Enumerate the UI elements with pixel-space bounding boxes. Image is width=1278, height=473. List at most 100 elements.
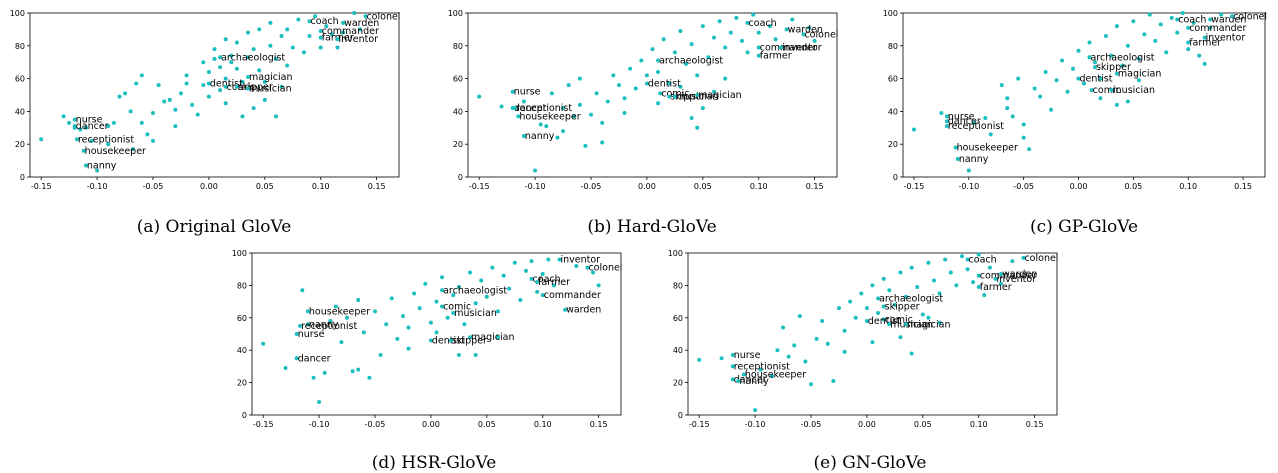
data-point bbox=[589, 112, 593, 117]
data-point bbox=[1027, 147, 1032, 152]
plot-frame bbox=[687, 252, 1058, 416]
x-tick-label: 0.00 bbox=[1070, 182, 1088, 191]
data-point bbox=[551, 283, 556, 288]
word-label: magician bbox=[698, 90, 741, 101]
word-label: musician bbox=[1112, 85, 1155, 96]
data-point-labeled bbox=[736, 378, 741, 383]
word-label: dancer bbox=[734, 374, 767, 385]
data-point bbox=[959, 254, 964, 259]
data-point bbox=[853, 315, 858, 320]
data-point bbox=[395, 336, 400, 341]
data-point bbox=[285, 27, 290, 32]
x-tick-label: 0.00 bbox=[422, 420, 440, 429]
y-tick-label: 80 bbox=[453, 42, 463, 51]
data-point bbox=[123, 91, 128, 96]
data-point bbox=[1054, 78, 1059, 83]
data-point-labeled bbox=[223, 84, 228, 89]
data-point-labeled bbox=[745, 20, 750, 25]
data-point bbox=[887, 288, 892, 293]
data-point bbox=[926, 260, 931, 265]
y-tick-label: 80 bbox=[237, 281, 247, 290]
data-point bbox=[290, 45, 295, 50]
data-point bbox=[329, 32, 334, 37]
data-point-labeled bbox=[318, 35, 323, 40]
word-label: comic bbox=[1093, 85, 1121, 96]
data-point bbox=[820, 319, 825, 324]
data-point-labeled bbox=[305, 309, 310, 314]
data-point bbox=[130, 147, 135, 152]
data-point bbox=[456, 353, 461, 358]
data-point bbox=[1114, 102, 1119, 107]
word-label: warden bbox=[1002, 269, 1037, 280]
data-point bbox=[881, 276, 886, 281]
x-tick-label: 0.05 bbox=[256, 182, 274, 191]
data-point bbox=[870, 283, 875, 288]
data-point bbox=[712, 89, 716, 94]
word-label: housekeeper bbox=[85, 146, 146, 157]
data-point bbox=[39, 137, 44, 142]
data-point bbox=[1098, 96, 1103, 101]
x-tick-label: 0.05 bbox=[478, 420, 496, 429]
data-point bbox=[876, 310, 881, 315]
data-point bbox=[758, 367, 763, 372]
data-point bbox=[240, 114, 245, 119]
data-point-labeled bbox=[656, 58, 661, 63]
y-tick-label: 100 bbox=[232, 249, 247, 258]
data-point bbox=[937, 320, 942, 325]
data-point bbox=[717, 19, 722, 24]
data-point bbox=[1147, 12, 1152, 17]
x-tick-label: -0.05 bbox=[801, 420, 822, 429]
data-point bbox=[384, 322, 389, 327]
data-point bbox=[667, 81, 672, 86]
data-point bbox=[678, 84, 683, 89]
data-point bbox=[477, 94, 482, 99]
data-point bbox=[523, 268, 528, 273]
x-tick-label: 0.00 bbox=[638, 182, 656, 191]
data-point bbox=[842, 349, 847, 354]
data-point bbox=[583, 143, 588, 148]
word-label: skipper bbox=[1096, 62, 1131, 73]
data-point bbox=[909, 265, 914, 270]
data-point bbox=[1103, 33, 1108, 38]
data-point bbox=[445, 315, 450, 320]
data-point bbox=[345, 315, 350, 320]
data-point bbox=[633, 86, 638, 91]
data-point-labeled bbox=[294, 332, 299, 336]
data-point bbox=[389, 296, 394, 301]
data-point bbox=[695, 73, 700, 78]
data-point bbox=[283, 366, 288, 371]
data-point bbox=[257, 27, 262, 32]
data-point bbox=[591, 270, 596, 275]
data-point bbox=[240, 79, 245, 84]
y-tick-label: 40 bbox=[673, 346, 683, 355]
data-point bbox=[328, 319, 333, 324]
data-point bbox=[572, 114, 577, 119]
data-point-labeled bbox=[318, 29, 323, 34]
word-label: archaeologist bbox=[221, 52, 285, 63]
y-tick-label: 40 bbox=[15, 107, 25, 116]
data-point bbox=[212, 56, 217, 61]
data-point bbox=[1092, 60, 1097, 65]
word-label: colonel bbox=[366, 11, 400, 22]
panel-caption-e: (e) GN-GloVe bbox=[814, 453, 927, 473]
word-label: dancer bbox=[948, 116, 981, 127]
x-tick-label: -0.15 bbox=[689, 420, 710, 429]
plot-frame bbox=[467, 12, 838, 178]
word-label: dancer bbox=[514, 103, 547, 114]
word-label: receptionist bbox=[78, 134, 134, 145]
data-point-labeled bbox=[468, 335, 473, 340]
data-point bbox=[501, 273, 506, 278]
data-point bbox=[1010, 114, 1015, 119]
data-point bbox=[268, 43, 273, 48]
x-tick-label: -0.15 bbox=[904, 182, 925, 191]
data-point bbox=[966, 168, 971, 173]
word-label: coach bbox=[749, 18, 777, 29]
data-point bbox=[78, 127, 83, 132]
data-point bbox=[285, 63, 290, 68]
plot-frame bbox=[29, 12, 400, 178]
data-point bbox=[1098, 76, 1103, 81]
data-point bbox=[83, 125, 88, 130]
word-label: magician bbox=[907, 319, 950, 330]
data-point bbox=[378, 353, 383, 358]
data-point bbox=[106, 124, 111, 129]
